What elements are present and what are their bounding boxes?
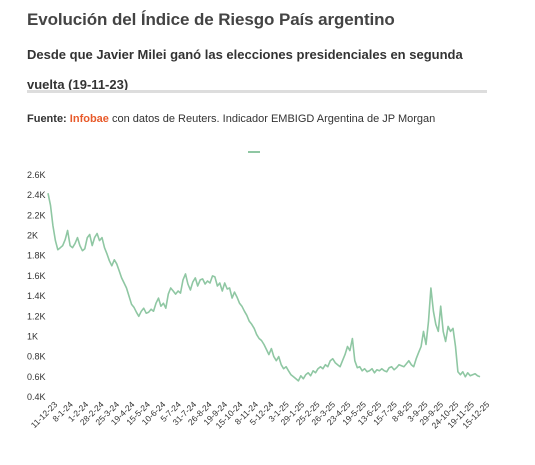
y-tick-label: 1.6K (27, 271, 46, 281)
header-divider (27, 90, 487, 93)
y-tick-label: 2.2K (27, 210, 46, 220)
chart-title: Evolución del Índice de Riesgo País arge… (27, 10, 395, 29)
chart-subtitle: Desde que Javier Milei ganó las eleccion… (27, 47, 463, 92)
y-tick-label: 1.8K (27, 251, 46, 261)
y-tick-label: 0.6K (27, 372, 46, 382)
source-label: Fuente: (27, 113, 67, 125)
y-tick-label: 1.4K (27, 291, 46, 301)
source-note: Fuente: Infobae con datos de Reuters. In… (27, 113, 507, 125)
y-tick-label: 1.2K (27, 311, 46, 321)
y-tick-label: 2.4K (27, 190, 46, 200)
y-tick-label: 1K (27, 331, 38, 341)
x-axis: 11-12-238-1-241-2-2428-2-2425-3-2419-4-2… (29, 399, 492, 430)
y-tick-label: 2.6K (27, 170, 46, 180)
y-axis: 0.4K 0.6K 0.8K 1K 1.2K 1.4K 1.6K 1.8K 2K 2.2K 2.4K… (27, 170, 46, 402)
series-line[interactable] (47, 193, 481, 382)
source-brand-link[interactable]: Infobae (69, 113, 109, 125)
line-chart: 0.4K 0.6K 0.8K 1K 1.2K 1.4K 1.6K 1.8K 2K 2.2K 2.4K… (27, 151, 492, 430)
y-tick-label: 0.4K (27, 392, 46, 402)
y-tick-label: 0.8K (27, 352, 46, 362)
source-text: con datos de Reuters. Indicador EMBIGD A… (111, 113, 436, 125)
y-tick-label: 2K (27, 231, 38, 241)
plot-area (47, 193, 481, 382)
